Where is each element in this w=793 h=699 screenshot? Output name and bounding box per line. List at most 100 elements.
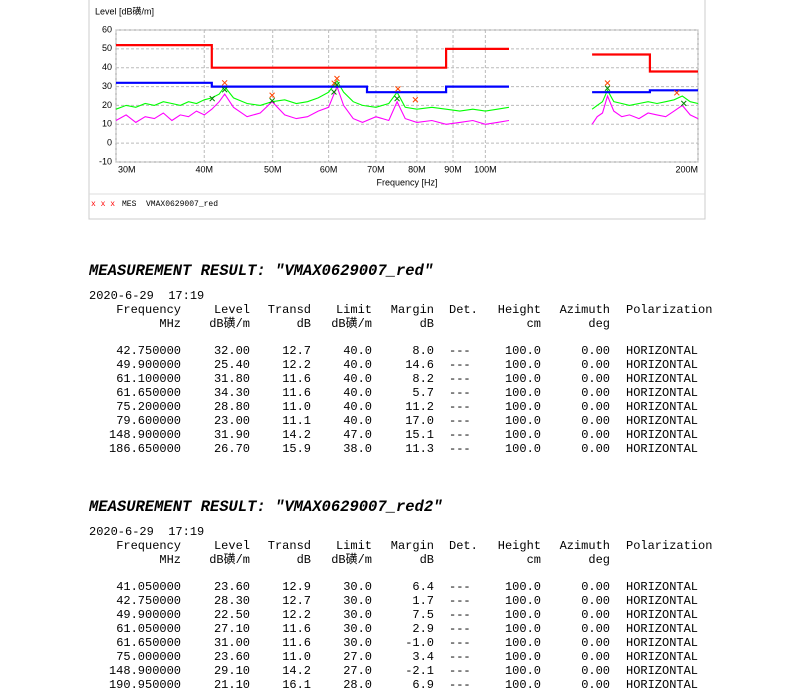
column-header: Polarization: [626, 303, 713, 317]
peak-marker: [334, 75, 340, 82]
table-cell: 0.00: [581, 580, 610, 594]
table-cell: 100.0: [504, 442, 541, 456]
table-cell: 148.900000: [108, 428, 181, 442]
table-cell: ---: [449, 428, 471, 442]
x-tick-label: 30M: [118, 164, 136, 174]
table-cell: 30.0: [343, 636, 372, 650]
table-cell: 0.00: [581, 442, 610, 456]
table-cell: HORIZONTAL: [626, 344, 699, 358]
table-cell: 148.900000: [108, 664, 181, 678]
table-cell: 100.0: [504, 358, 541, 372]
table-date: 2020-6-29 17:19: [89, 525, 205, 539]
table-cell: 100.0: [504, 414, 541, 428]
table-cell: 11.3: [405, 442, 434, 456]
table-cell: 100.0: [504, 344, 541, 358]
column-header: MHz: [159, 317, 181, 331]
table-cell: 40.0: [343, 386, 372, 400]
column-header: Transd: [267, 539, 311, 553]
table-cell: ---: [449, 414, 471, 428]
peak-marker: [221, 79, 228, 86]
y-tick-label: 50: [102, 43, 112, 53]
x-tick-label: 80M: [408, 164, 426, 174]
column-header: Polarization: [626, 539, 713, 553]
table-cell: 31.80: [213, 372, 250, 386]
peak-marker: [331, 80, 338, 87]
table-cell: 0.00: [581, 358, 610, 372]
table-cell: 11.0: [282, 400, 311, 414]
table-cell: 25.40: [213, 358, 250, 372]
y-tick-label: 20: [102, 100, 112, 110]
table-cell: 17.0: [405, 414, 434, 428]
column-header: Azimuth: [559, 539, 610, 553]
x-axis-label: Frequency [Hz]: [376, 177, 437, 187]
table-cell: 49.900000: [116, 358, 181, 372]
table-cell: 26.70: [213, 442, 250, 456]
table-cell: 30.0: [343, 580, 372, 594]
column-header: dB磺/m: [209, 317, 250, 331]
trace: [116, 81, 698, 94]
table-date: 2020-6-29 17:19: [89, 289, 205, 303]
table-cell: 100.0: [504, 678, 541, 692]
table-cell: 30.0: [343, 622, 372, 636]
table-cell: HORIZONTAL: [626, 678, 699, 692]
peak-marker: [412, 96, 419, 103]
table-cell: 28.80: [213, 400, 250, 414]
column-header: Frequency: [116, 303, 181, 317]
column-header: dB磺/m: [331, 317, 372, 331]
table-cell: 1.7: [412, 594, 434, 608]
table-cell: 49.900000: [116, 608, 181, 622]
column-header: deg: [588, 317, 610, 331]
table-cell: ---: [449, 678, 471, 692]
table-cell: ---: [449, 344, 471, 358]
table-cell: -2.1: [405, 664, 434, 678]
table-cell: 14.2: [282, 428, 311, 442]
table-cell: 12.9: [282, 580, 311, 594]
table-cell: ---: [449, 580, 471, 594]
table-cell: ---: [449, 386, 471, 400]
table-cell: 16.1: [282, 678, 311, 692]
table-cell: HORIZONTAL: [626, 428, 699, 442]
table-cell: 75.000000: [116, 650, 181, 664]
table-cell: 32.00: [213, 344, 250, 358]
peak-marker: [209, 95, 216, 102]
table-cell: 11.1: [282, 414, 311, 428]
table-cell: HORIZONTAL: [626, 594, 699, 608]
table-cell: 6.4: [412, 580, 434, 594]
table-cell: 23.00: [213, 414, 250, 428]
table-title: MEASUREMENT RESULT: "VMAX0629007_red2": [89, 498, 443, 516]
column-header: MHz: [159, 553, 181, 567]
x-tick-label: 200M: [675, 164, 698, 174]
table-cell: 190.950000: [108, 678, 181, 692]
table-cell: 40.0: [343, 372, 372, 386]
table-cell: 100.0: [504, 428, 541, 442]
table-cell: 12.7: [282, 594, 311, 608]
y-tick-label: 60: [102, 24, 112, 34]
table-cell: 100.0: [504, 594, 541, 608]
table-cell: 0.00: [581, 594, 610, 608]
table-cell: 27.10: [213, 622, 250, 636]
table-cell: 23.60: [213, 580, 250, 594]
table-cell: 100.0: [504, 580, 541, 594]
column-header: Margin: [390, 303, 434, 317]
chart: Level [dB磺/m] Frequency [Hz] x x x MES V…: [88, 0, 706, 220]
column-header: deg: [588, 553, 610, 567]
table-cell: 75.200000: [116, 400, 181, 414]
column-header: dB磺/m: [331, 553, 372, 567]
y-axis-label: Level [dB磺/m]: [95, 5, 154, 16]
table-cell: 27.0: [343, 664, 372, 678]
table-cell: 29.10: [213, 664, 250, 678]
table-cell: 40.0: [343, 344, 372, 358]
trace: [115, 85, 699, 125]
column-header: Limit: [335, 539, 372, 553]
table-cell: 40.0: [343, 358, 372, 372]
table-cell: 0.00: [581, 664, 610, 678]
column-header: Det.: [449, 303, 478, 317]
table-cell: 100.0: [504, 664, 541, 678]
y-tick-label: 0: [107, 138, 112, 148]
table-cell: 27.0: [343, 650, 372, 664]
column-header: Det.: [449, 539, 478, 553]
table-cell: 11.6: [282, 622, 311, 636]
table-cell: 0.00: [581, 678, 610, 692]
table-cell: 0.00: [581, 414, 610, 428]
peak-marker: [269, 97, 275, 104]
